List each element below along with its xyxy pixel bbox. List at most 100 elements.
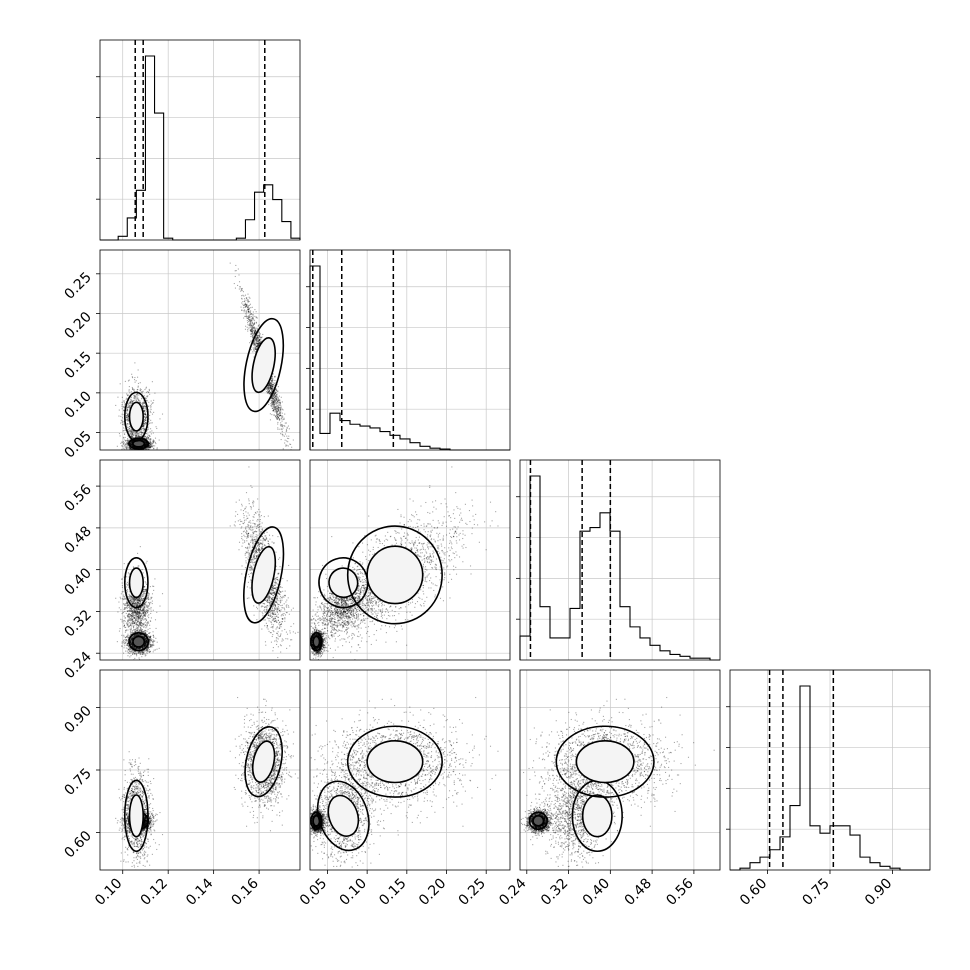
sample-point [127, 414, 129, 416]
sample-point [271, 383, 273, 385]
sample-point [137, 382, 140, 385]
sample-point [137, 432, 139, 434]
sample-point [126, 403, 128, 405]
sample-point [273, 404, 275, 406]
sample-point [255, 317, 257, 319]
sample-point [258, 519, 260, 521]
sample-point [275, 387, 277, 390]
sample-point [273, 393, 276, 395]
sample-point [251, 330, 253, 332]
sample-point [256, 340, 258, 342]
sample-point [130, 431, 132, 433]
sample-point [130, 396, 132, 398]
sample-point [149, 445, 151, 447]
sample-point [259, 339, 261, 341]
sample-point [257, 498, 259, 500]
sample-point [148, 447, 150, 449]
sample-point [234, 287, 237, 289]
sample-point [268, 392, 270, 394]
sample-point [145, 413, 147, 415]
sample-point [154, 445, 156, 447]
sample-point [273, 394, 275, 396]
sample-point [280, 633, 282, 635]
sample-point [245, 304, 248, 306]
sample-point [247, 311, 249, 314]
sample-point [238, 274, 240, 276]
sample-point [137, 629, 139, 631]
sample-point [152, 441, 154, 443]
sample-point [140, 447, 142, 449]
sample-point [131, 440, 133, 442]
sample-point [122, 430, 124, 432]
sample-point [124, 405, 126, 407]
sample-point [286, 435, 288, 437]
sample-point [276, 401, 278, 403]
sample-point [246, 305, 248, 307]
sample-point [277, 405, 279, 407]
sample-point [128, 386, 130, 388]
sample-point [146, 395, 148, 397]
sample-point [148, 617, 150, 619]
sample-point [286, 427, 288, 429]
sample-point [132, 446, 134, 448]
sample-point [125, 439, 128, 441]
sample-point [135, 446, 137, 448]
sample-point [275, 389, 277, 391]
sample-point [136, 622, 138, 624]
sample-point [132, 431, 134, 434]
sample-point [152, 641, 154, 643]
sample-point [277, 411, 279, 413]
sample-point [252, 334, 254, 336]
sample-point [251, 569, 253, 571]
sample-point [144, 422, 146, 424]
sample-point [276, 395, 278, 397]
sample-point [146, 437, 148, 439]
sample-point [126, 412, 128, 414]
sample-point [264, 607, 266, 609]
sample-point [129, 404, 131, 406]
sample-point [148, 405, 150, 408]
sample-point [127, 439, 129, 441]
sample-point [135, 447, 137, 449]
sample-point [138, 614, 140, 616]
sample-point [128, 420, 130, 422]
sample-point [149, 435, 151, 437]
sample-point [251, 328, 253, 330]
sample-point [271, 404, 273, 406]
sample-point [144, 420, 146, 422]
sample-point [135, 439, 137, 441]
sample-point [131, 441, 134, 443]
sample-point [148, 401, 150, 403]
sample-point [137, 436, 139, 438]
sample-point [254, 343, 256, 345]
sample-point [273, 400, 275, 402]
sample-point [127, 418, 129, 420]
sample-point [252, 351, 254, 353]
sample-point [252, 319, 254, 321]
sample-point [274, 405, 276, 407]
sample-point [254, 345, 256, 347]
sample-point [258, 340, 260, 342]
sample-point [142, 390, 144, 392]
sample-point [247, 306, 249, 309]
sample-point [272, 384, 274, 386]
sample-point [139, 652, 142, 654]
sample-point [142, 409, 144, 411]
sample-point [145, 441, 147, 443]
sample-point [127, 445, 129, 447]
sample-point [138, 630, 140, 633]
sample-point [131, 432, 133, 434]
sample-point [235, 264, 237, 266]
sample-point [241, 287, 243, 290]
sample-point [130, 448, 132, 450]
sample-point [287, 441, 289, 443]
sample-point [246, 326, 248, 328]
sample-point [129, 443, 131, 445]
sample-point [270, 380, 272, 382]
sample-point [143, 645, 145, 647]
sample-point [147, 449, 150, 450]
sample-point [142, 424, 144, 426]
sample-point [146, 640, 148, 642]
sample-point [276, 394, 278, 396]
sample-point [131, 445, 133, 447]
